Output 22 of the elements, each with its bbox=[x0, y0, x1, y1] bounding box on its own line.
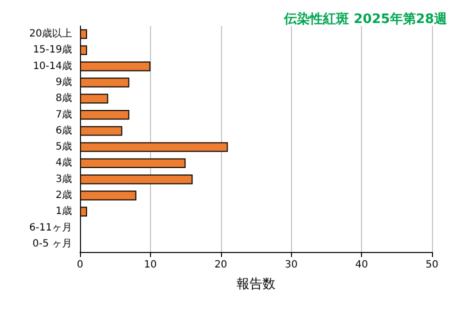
y-tick-label: 0-5 ヶ月 bbox=[32, 238, 72, 250]
y-tick-label: 8歳 bbox=[56, 92, 72, 104]
x-tick-label: 0 bbox=[76, 260, 84, 270]
x-tick-label: 20 bbox=[214, 260, 228, 270]
y-tick-label: 7歳 bbox=[56, 108, 72, 120]
x-tick-label: 50 bbox=[426, 260, 438, 270]
y-tick-label: 6-11ヶ月 bbox=[29, 222, 72, 234]
y-tick-label: 4歳 bbox=[56, 156, 72, 169]
y-tick-label: 6歳 bbox=[56, 124, 72, 136]
y-tick-label: 9歳 bbox=[56, 76, 72, 88]
x-tick-label: 10 bbox=[144, 260, 157, 270]
y-tick-label: 15-19歳 bbox=[32, 44, 72, 56]
y-tick-label: 10-14歳 bbox=[32, 60, 72, 72]
y-tick-label: 3歳 bbox=[56, 172, 72, 185]
x-tick-label: 40 bbox=[355, 260, 368, 270]
chart-title: 伝染性紅斑 2025年第28週 bbox=[283, 11, 448, 27]
y-tick-label: 1歳 bbox=[56, 205, 72, 218]
x-axis-title: 報告数 bbox=[236, 277, 276, 292]
y-tick-label: 2歳 bbox=[56, 189, 72, 201]
y-tick-label: 5歳 bbox=[56, 140, 72, 153]
x-tick-label: 30 bbox=[284, 260, 298, 270]
y-tick-label: 20歳以上 bbox=[29, 28, 72, 40]
